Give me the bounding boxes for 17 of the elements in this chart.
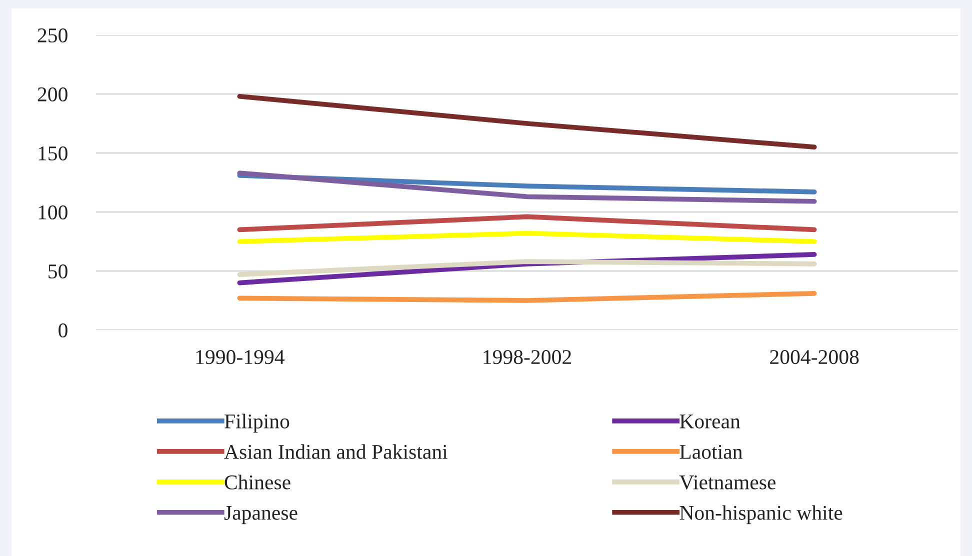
y-tick-label: 250 bbox=[38, 28, 68, 42]
legend-label: Non-hispanic white bbox=[680, 505, 842, 524]
y-tick-label: 50 bbox=[48, 264, 68, 278]
x-tick-label: 2004-2008 bbox=[770, 350, 859, 364]
y-tick-label: 0 bbox=[58, 323, 68, 338]
x-tick-label: 1998-2002 bbox=[484, 350, 571, 364]
y-tick-label: 200 bbox=[38, 87, 68, 102]
legend-label: Vietnamese bbox=[679, 475, 776, 490]
legend-label: Japanese bbox=[224, 506, 298, 524]
legend-label: Korean bbox=[680, 414, 740, 428]
y-tick-label: 100 bbox=[38, 205, 68, 220]
x-tick-label: 1990-1994 bbox=[196, 350, 284, 364]
legend-label: Laotian bbox=[680, 444, 742, 459]
y-tick-label: 150 bbox=[38, 146, 68, 160]
legend-label: Asian Indian and Pakistani bbox=[224, 444, 448, 459]
legend-label: Chinese bbox=[224, 474, 290, 490]
legend-label: Filipino bbox=[224, 414, 290, 433]
